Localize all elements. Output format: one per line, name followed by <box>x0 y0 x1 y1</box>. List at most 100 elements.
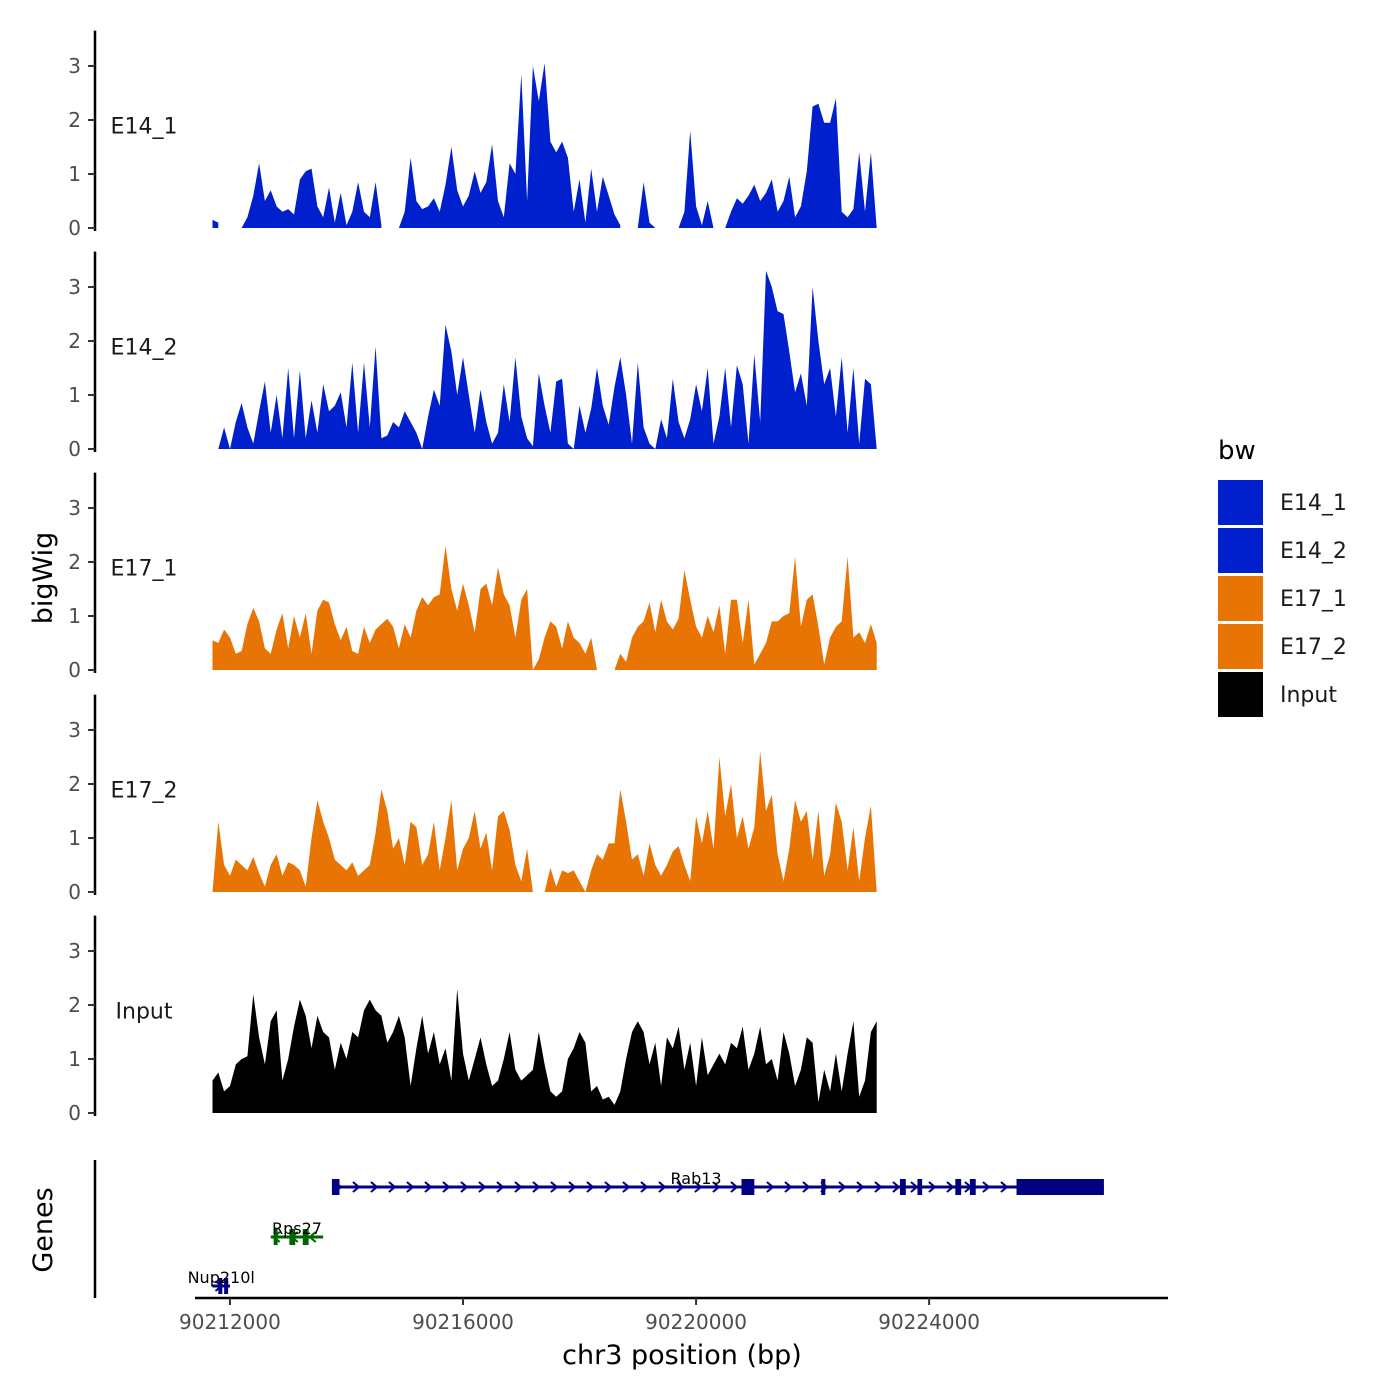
x-axis-title: chr3 position (bp) <box>562 1340 802 1371</box>
legend-swatch <box>1218 576 1263 621</box>
legend-swatch <box>1218 672 1263 717</box>
strand-arrow <box>424 1181 433 1193</box>
legend-label: E14_2 <box>1280 539 1347 564</box>
strand-arrow <box>496 1181 505 1193</box>
strand-arrow <box>982 1181 991 1193</box>
track-label: E17_2 <box>111 779 178 804</box>
strand-arrow <box>658 1181 667 1193</box>
gene-exon <box>821 1179 826 1195</box>
genes-axis-title: Genes <box>28 1187 59 1272</box>
gene-label: Rps27 <box>272 1219 322 1238</box>
coverage-area-Input <box>212 988 877 1113</box>
x-tick-label: 90212000 <box>179 1310 281 1334</box>
strand-arrow <box>622 1181 631 1193</box>
strand-arrow <box>712 1181 721 1193</box>
y-tick-label: 0 <box>68 658 81 682</box>
legend-title: bw <box>1218 436 1256 466</box>
legend-label: E14_1 <box>1280 491 1347 516</box>
strand-arrow <box>730 1181 739 1193</box>
y-axis-title: bigWig <box>28 532 59 625</box>
gene-Rps27: Rps27 <box>270 1219 324 1245</box>
strand-arrow <box>1000 1181 1009 1193</box>
legend-item-E17_1: E17_1 <box>1218 576 1347 621</box>
legend-swatch <box>1218 624 1263 669</box>
gene-exon <box>741 1179 755 1195</box>
strand-arrow <box>604 1181 613 1193</box>
y-tick-label: 2 <box>68 993 81 1017</box>
legend-label: E17_2 <box>1280 635 1347 660</box>
y-tick-label: 0 <box>68 1101 81 1125</box>
gene-exon <box>955 1179 962 1195</box>
x-tick-label: 90216000 <box>412 1310 514 1334</box>
track-Input: 0 1 2 3 Input <box>68 915 877 1125</box>
y-tick-label: 1 <box>68 1047 81 1071</box>
gene-exon <box>969 1179 976 1195</box>
gene-label: Nup210l <box>188 1268 255 1287</box>
gene-exon <box>224 1278 229 1294</box>
strand-arrow <box>874 1181 883 1193</box>
strand-arrow <box>532 1181 541 1193</box>
gene-exon <box>899 1179 906 1195</box>
strand-arrow <box>676 1181 685 1193</box>
track-label: E14_2 <box>111 336 178 361</box>
strand-arrow <box>478 1181 487 1193</box>
y-tick-label: 0 <box>68 216 81 240</box>
strand-arrow <box>460 1181 469 1193</box>
legend: bw E14_1 E14_2 E17_1 E17_2 Input <box>1218 436 1347 717</box>
gene-exon <box>917 1179 923 1195</box>
y-tick-label: 2 <box>68 329 81 353</box>
y-tick-label: 1 <box>68 383 81 407</box>
legend-swatch <box>1218 480 1263 525</box>
legend-label: E17_1 <box>1280 587 1347 612</box>
strand-arrow <box>928 1181 937 1193</box>
strand-arrow <box>640 1181 649 1193</box>
y-tick-label: 1 <box>68 604 81 628</box>
strand-arrow <box>406 1181 415 1193</box>
track-E14_2: 0 1 2 3 E14_2 <box>68 251 877 461</box>
y-tick-label: 3 <box>68 54 81 78</box>
strand-arrow <box>946 1181 955 1193</box>
gene-exon <box>1016 1179 1104 1195</box>
y-tick-label: 2 <box>68 772 81 796</box>
gene-exon <box>273 1229 278 1245</box>
strand-arrow <box>784 1181 793 1193</box>
strand-arrow <box>568 1181 577 1193</box>
coverage-tracks: 0 1 2 3 E14_1 0 1 2 3 E14_2 0 1 2 3 E17_1 0 1 2 3 E17_2 0 1 2 3… <box>68 30 877 1125</box>
strand-arrow <box>892 1181 901 1193</box>
x-tick-label: 90220000 <box>645 1310 747 1334</box>
gene-exon <box>289 1229 296 1245</box>
y-tick-label: 3 <box>68 939 81 963</box>
y-tick-label: 0 <box>68 880 81 904</box>
legend-swatch <box>1218 528 1263 573</box>
y-tick-label: 3 <box>68 718 81 742</box>
strand-arrow <box>766 1181 775 1193</box>
gene-exon <box>218 1278 223 1294</box>
coverage-area-E14_2 <box>218 270 877 449</box>
gene-exon <box>331 1179 340 1195</box>
track-label: E14_1 <box>111 115 178 140</box>
strand-arrow <box>910 1181 919 1193</box>
strand-arrow <box>838 1181 847 1193</box>
legend-item-E17_2: E17_2 <box>1218 624 1347 669</box>
track-label: Input <box>116 1000 173 1025</box>
coverage-area-E17_1 <box>212 545 877 670</box>
legend-item-E14_2: E14_2 <box>1218 528 1347 573</box>
track-E17_1: 0 1 2 3 E17_1 <box>68 472 877 682</box>
y-tick-label: 0 <box>68 437 81 461</box>
y-tick-label: 1 <box>68 826 81 850</box>
track-label: E17_1 <box>111 557 178 582</box>
y-tick-label: 2 <box>68 550 81 574</box>
gene-label: Rab13 <box>671 1169 722 1188</box>
legend-item-E14_1: E14_1 <box>1218 480 1347 525</box>
y-tick-label: 1 <box>68 162 81 186</box>
strand-arrow <box>586 1181 595 1193</box>
strand-arrow <box>694 1181 703 1193</box>
x-tick-label: 90224000 <box>878 1310 980 1334</box>
track-E17_2: 0 1 2 3 E17_2 <box>68 694 877 904</box>
strand-arrow <box>550 1181 559 1193</box>
coverage-area-E14_1 <box>212 63 877 228</box>
legend-item-Input: Input <box>1218 672 1337 717</box>
strand-arrow <box>388 1181 397 1193</box>
